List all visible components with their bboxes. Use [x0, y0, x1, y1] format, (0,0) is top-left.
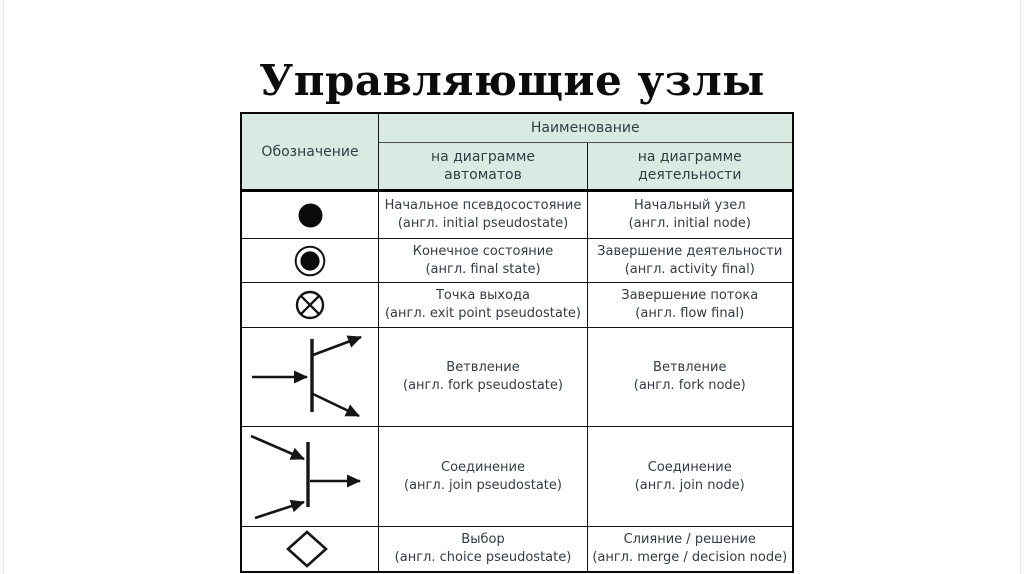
term-eng: (англ. final state) [425, 261, 541, 277]
activity-name-cell: Начальный узел (англ. initial node) [587, 190, 793, 239]
activity-name-cell: Завершение деятельности (англ. activity … [587, 238, 793, 283]
fork-icon [252, 335, 362, 418]
state-name-cell: Соединение (англ. join pseudostate) [378, 426, 588, 527]
column-header-naming: Наименование [378, 112, 793, 143]
term-eng: (англ. merge / decision node) [592, 550, 788, 565]
column-header-activity-diagram: на диаграмме деятельности [587, 142, 793, 192]
header-row-top: Обозначение Наименование [240, 112, 793, 192]
state-name-cell: Ветвление (англ. fork pseudostate) [378, 327, 588, 427]
join-icon [250, 434, 361, 519]
term-name: Точка выхода [435, 288, 531, 304]
term-name: Начальное псевдосостояние [384, 198, 582, 214]
term-name: Соединение [441, 459, 525, 475]
state-name-cell: Выбор (англ. choice pseudostate) [378, 526, 588, 573]
page-title: Управляющие узлы [259, 56, 765, 106]
choice-icon [286, 530, 328, 568]
initial-pseudostate-icon [298, 203, 322, 227]
term-eng: (англ. exit point pseudostate) [384, 306, 581, 321]
column-header-state-machine-diagram: на диаграмме автоматов [378, 142, 588, 192]
state-name-cell: Конечное состояние (англ. final state) [378, 238, 588, 283]
term-eng: (англ. fork pseudostate) [403, 378, 563, 393]
state-name-cell: Начальное псевдосостояние (англ. initial… [378, 190, 588, 239]
term-name: Ветвление [446, 360, 520, 376]
term-name: Начальный узел [633, 198, 746, 214]
table-row-join: Соединение (англ. join pseudostate) Соед… [240, 426, 793, 527]
term-name: Соединение [647, 459, 732, 475]
term-eng: (англ. fork node) [633, 378, 746, 393]
term-eng: (англ. flow final) [635, 306, 745, 321]
symbol-cell [240, 526, 379, 573]
term-eng: (англ. initial node) [628, 216, 751, 231]
state-name-cell: Точка выхода (англ. exit point pseudosta… [378, 282, 588, 328]
term-name: Выбор [461, 532, 505, 548]
symbol-cell [240, 190, 379, 239]
exit-point-icon [295, 290, 325, 320]
term-eng: (англ. join pseudostate) [404, 477, 562, 493]
table-row-choice: Выбор (англ. choice pseudostate) Слияние… [240, 526, 793, 573]
activity-name-cell: Соединение (англ. join node) [587, 426, 793, 527]
table-row-exit-point: Точка выхода (англ. exit point pseudosta… [240, 282, 793, 328]
term-name: Конечное состояние [412, 243, 554, 259]
column-header-designation: Обозначение [240, 112, 379, 192]
activity-name-cell: Слияние / решение (англ. merge / decisio… [587, 526, 793, 573]
term-eng: (англ. initial pseudostate) [397, 216, 569, 231]
header-row-sub: на диаграмме автоматов на диаграмме деят… [241, 142, 793, 192]
symbol-cell [240, 282, 379, 328]
symbol-cell [240, 327, 379, 427]
control-nodes-table: Обозначение Наименование на диаграмме ав… [240, 112, 794, 573]
term-name: Завершение деятельности [597, 243, 783, 259]
final-state-icon [294, 245, 326, 276]
term-name: Ветвление [653, 360, 727, 376]
term-name: Слияние / решение [623, 532, 756, 548]
term-name: Завершение потока [621, 288, 759, 304]
term-eng: (англ. activity final) [624, 261, 755, 277]
activity-name-cell: Ветвление (англ. fork node) [587, 327, 793, 427]
activity-name-cell: Завершение потока (англ. flow final) [587, 282, 793, 328]
left-edge-divider [3, 0, 4, 574]
symbol-cell [240, 238, 379, 283]
symbol-cell [240, 426, 379, 527]
table-row-fork: Ветвление (англ. fork pseudostate) Ветвл… [240, 327, 793, 427]
table-row-final: Конечное состояние (англ. final state) З… [240, 238, 793, 283]
right-edge-divider [1020, 0, 1021, 574]
term-eng: (англ. join node) [634, 477, 745, 493]
table-row-initial: Начальное псевдосостояние (англ. initial… [240, 190, 793, 239]
term-eng: (англ. choice pseudostate) [394, 550, 572, 565]
